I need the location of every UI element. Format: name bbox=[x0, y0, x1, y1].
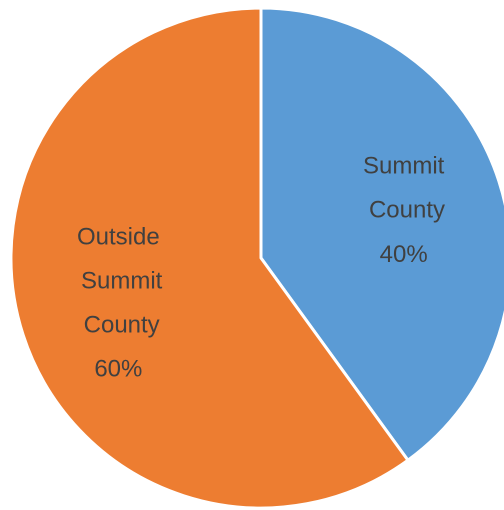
slice-value-label: 40% bbox=[380, 241, 428, 268]
slice-value-label: 60% bbox=[94, 356, 142, 383]
slice-label: Summit County bbox=[362, 153, 445, 224]
slice-label: Outside Summit County bbox=[74, 224, 162, 339]
pie-slice bbox=[259, 6, 504, 462]
pie-slice bbox=[9, 6, 410, 510]
